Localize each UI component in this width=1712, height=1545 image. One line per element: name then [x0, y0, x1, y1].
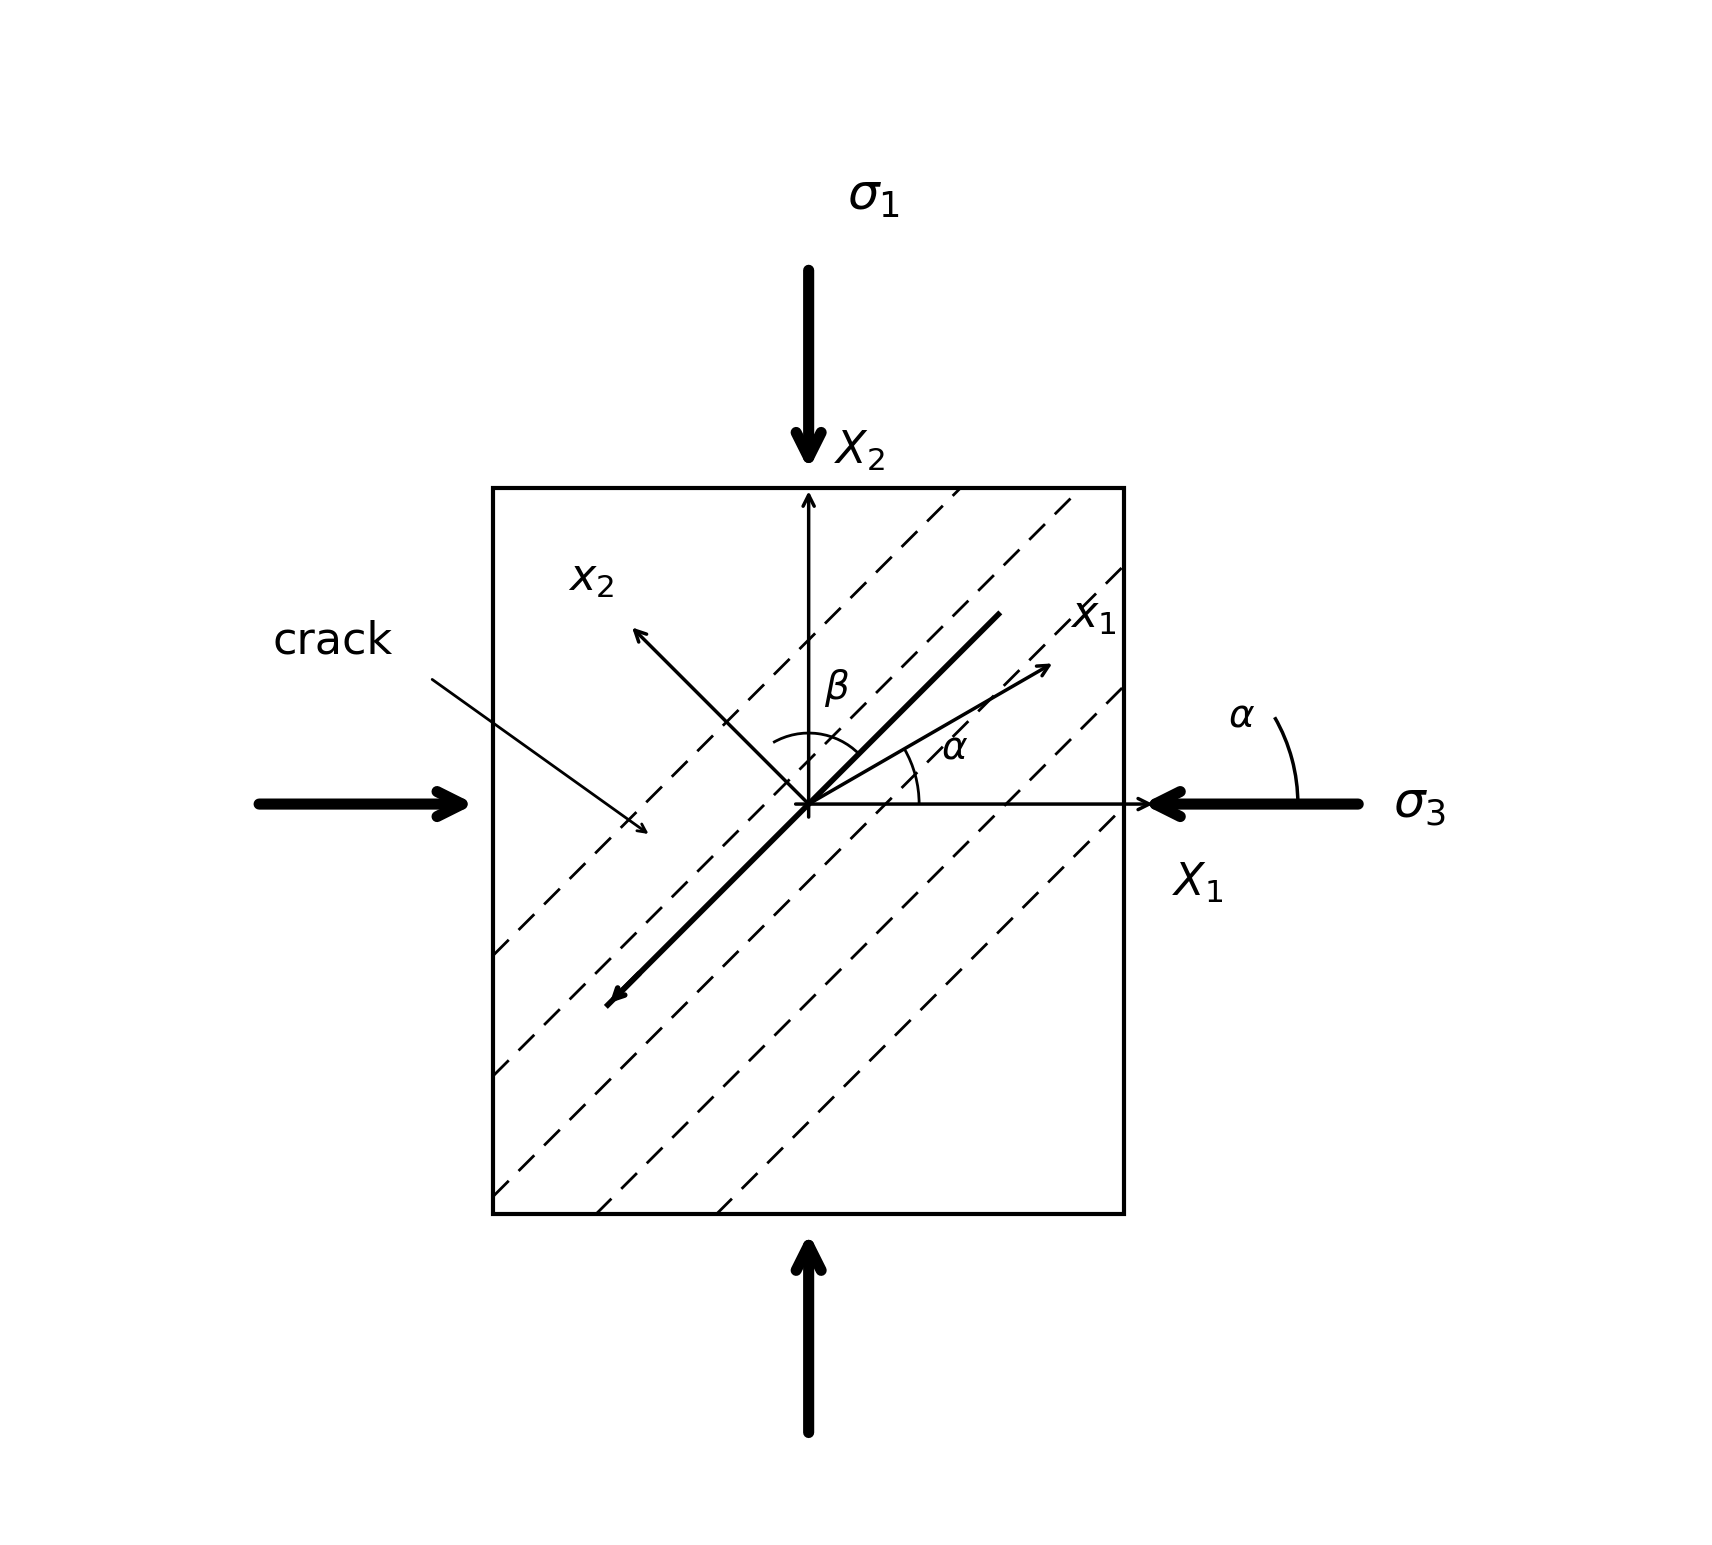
Text: $\beta$: $\beta$	[825, 667, 851, 709]
Text: $x_2$: $x_2$	[568, 558, 615, 601]
Text: $X_2$: $X_2$	[834, 428, 885, 473]
Text: $\alpha$: $\alpha$	[942, 728, 969, 766]
Text: $\alpha$: $\alpha$	[1229, 697, 1255, 734]
Text: $\sigma_1$: $\sigma_1$	[846, 171, 899, 219]
Text: $\sigma_3$: $\sigma_3$	[1392, 780, 1445, 828]
Text: $X_1$: $X_1$	[1171, 861, 1222, 905]
Text: $x_1$: $x_1$	[1070, 593, 1116, 637]
Text: crack: crack	[272, 620, 392, 661]
